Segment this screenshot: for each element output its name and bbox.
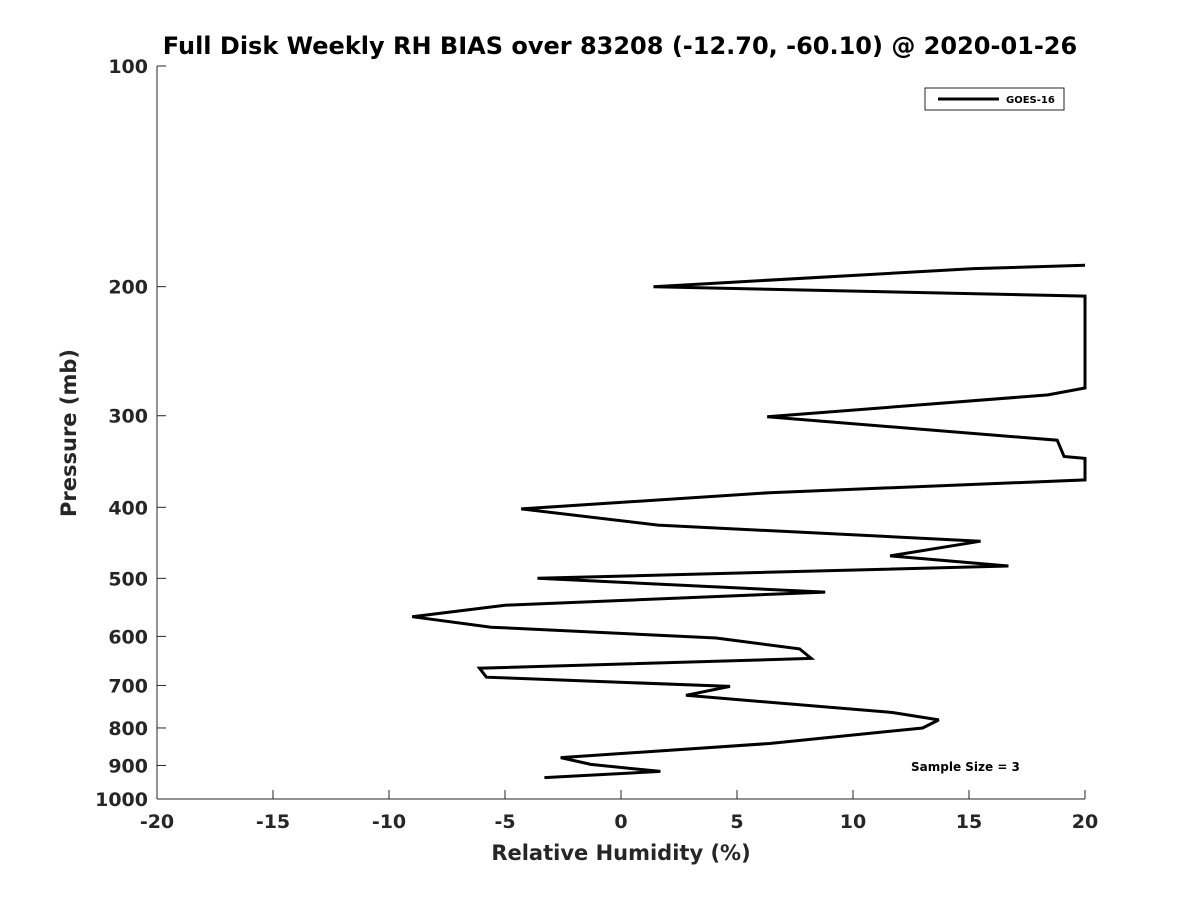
legend: GOES-16 [924,87,1065,111]
x-tick-label: 5 [730,811,743,833]
x-tick-label: -10 [372,811,406,833]
legend-label: GOES-16 [1006,95,1055,106]
y-axis-label: Pressure (mb) [57,349,81,517]
x-tick-label: 15 [956,811,982,833]
x-axis-label: Relative Humidity (%) [491,841,750,865]
y-tick-label: 100 [108,56,148,78]
x-tick-label: -15 [256,811,290,833]
y-tick-label: 400 [108,497,148,519]
y-tick-label: 700 [108,675,148,697]
y-tick-label: 600 [108,626,148,648]
chart-title: Full Disk Weekly RH BIAS over 83208 (-12… [163,32,1077,60]
x-tick-label: -20 [140,811,174,833]
series-line-goes-16 [412,263,1087,780]
y-tick-label: 500 [108,568,148,590]
x-tick-label: -5 [494,811,515,833]
y-tick-label: 900 [108,755,148,777]
y-tick-label: 300 [108,406,148,428]
x-tick-label: 0 [614,811,627,833]
plot-area: -20 -15 -10 -5 0 5 10 15 20 100 200 300 400 500 600 700… [95,56,1098,833]
sample-size-annotation: Sample Size = 3 [911,760,1020,774]
x-tick-label: 10 [840,811,866,833]
y-tick-label: 200 [108,277,148,299]
y-tick-label: 1000 [95,789,148,811]
y-tick-label: 800 [108,718,148,740]
x-tick-label: 20 [1072,811,1098,833]
